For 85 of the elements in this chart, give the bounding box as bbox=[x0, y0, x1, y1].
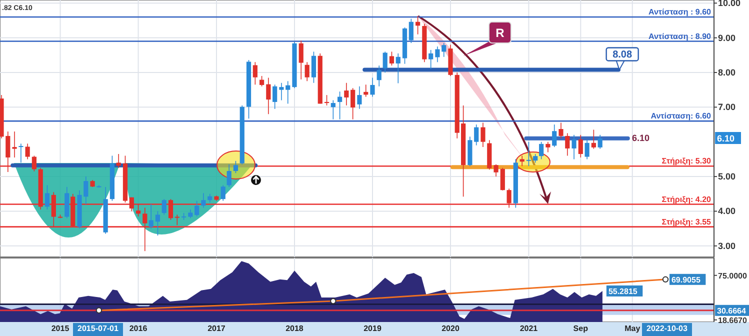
candlestick bbox=[396, 53, 400, 84]
candlestick bbox=[194, 200, 200, 217]
candlestick bbox=[539, 141, 544, 160]
candlestick bbox=[598, 134, 602, 150]
candlestick bbox=[357, 86, 362, 110]
x-tick-label: 2021 bbox=[520, 324, 538, 333]
ref-line-label: 30.6664 bbox=[717, 306, 746, 316]
x-tick-label: 2017 bbox=[208, 324, 226, 333]
candlestick bbox=[565, 132, 570, 156]
candlestick bbox=[44, 184, 50, 210]
candlestick bbox=[259, 76, 264, 87]
y-tick-label: 7.00 bbox=[718, 102, 736, 112]
candlestick bbox=[337, 91, 342, 120]
x-tick-label: 2018 bbox=[286, 324, 304, 333]
y-tick-label: 8.00 bbox=[718, 67, 736, 78]
candlestick bbox=[148, 204, 154, 229]
x-tick-label: 2015 bbox=[51, 324, 70, 333]
candlestick bbox=[558, 122, 564, 139]
candlestick bbox=[578, 134, 583, 158]
candlestick bbox=[520, 155, 524, 167]
candlestick bbox=[330, 100, 336, 120]
y-tick-label: 3.00 bbox=[718, 240, 736, 251]
data-label: 55.2815 bbox=[608, 286, 638, 296]
x-tick-label: 2019 bbox=[364, 324, 382, 333]
candlestick bbox=[382, 51, 388, 73]
y-tick-label: 10.00 bbox=[718, 0, 741, 8]
candlestick bbox=[494, 164, 498, 177]
candlestick bbox=[64, 186, 70, 219]
candlestick bbox=[408, 18, 414, 44]
candlestick bbox=[25, 143, 30, 160]
x-tick-label: May bbox=[624, 324, 641, 333]
data-label: 69.9055 bbox=[671, 275, 701, 284]
candlestick bbox=[428, 50, 434, 70]
text: 2015-07-01 bbox=[78, 324, 120, 333]
candlestick bbox=[480, 122, 486, 148]
annotation: 8.08 bbox=[612, 50, 632, 61]
y-tick-label: 4.00 bbox=[718, 206, 736, 216]
annotation: 6.10 bbox=[632, 133, 650, 143]
candlestick bbox=[344, 82, 349, 106]
candlestick bbox=[546, 141, 550, 153]
x-tick-label: 2020 bbox=[442, 324, 460, 333]
x-tick-label: 2016 bbox=[129, 324, 148, 333]
candlestick bbox=[324, 94, 330, 106]
candlestick bbox=[252, 62, 258, 86]
candlestick bbox=[389, 51, 394, 66]
candlestick bbox=[18, 143, 24, 164]
y-tick-label: 5.00 bbox=[718, 172, 736, 182]
candlestick bbox=[298, 40, 304, 80]
candlestick bbox=[370, 77, 375, 98]
candlestick bbox=[201, 192, 206, 208]
candlestick bbox=[474, 124, 479, 146]
ref-line-label: Αντίσταση : 9.60 bbox=[648, 7, 712, 16]
candlestick bbox=[116, 154, 121, 168]
x-tick-label: Sep bbox=[573, 324, 588, 333]
candlestick bbox=[584, 140, 590, 160]
candlestick bbox=[311, 51, 316, 84]
annotation: R bbox=[496, 26, 505, 40]
candlestick bbox=[220, 184, 226, 202]
candlestick bbox=[226, 164, 232, 188]
candlestick bbox=[500, 167, 505, 191]
y-tick-label: 9.00 bbox=[718, 32, 736, 43]
candlestick bbox=[376, 65, 382, 87]
candlestick bbox=[32, 155, 36, 172]
candlestick bbox=[12, 131, 17, 158]
candlestick bbox=[572, 134, 576, 160]
y-tick-label: 75.0000 bbox=[718, 271, 748, 280]
text: 2022-10-03 bbox=[646, 324, 688, 333]
candlestick bbox=[304, 62, 310, 82]
candlestick bbox=[552, 124, 557, 148]
candlestick bbox=[591, 129, 596, 150]
candlestick bbox=[416, 16, 420, 35]
candlestick bbox=[162, 198, 166, 216]
candlestick bbox=[272, 84, 278, 110]
candlestick bbox=[350, 88, 356, 120]
candlestick bbox=[155, 210, 160, 236]
y-tick-label: 18.6670 bbox=[718, 316, 748, 325]
candlestick bbox=[266, 77, 271, 115]
candlestick bbox=[526, 141, 532, 167]
ref-line-label: Στήριξη: 5.30 bbox=[662, 156, 712, 166]
ref-line-label: Στήριξη: 3.55 bbox=[662, 217, 712, 226]
candlestick bbox=[233, 160, 238, 174]
text: 6.10 bbox=[717, 134, 735, 144]
ref-line-label: Αντίσταση: 6.60 bbox=[650, 112, 712, 121]
ref-line-label: Αντίσταση : 8.90 bbox=[648, 32, 712, 41]
ref-line-label: Στήριξη: 4.20 bbox=[662, 194, 712, 204]
